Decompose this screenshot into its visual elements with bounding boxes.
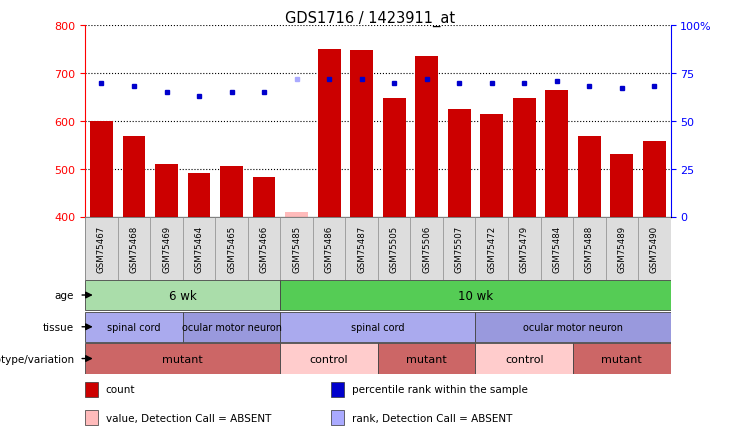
- Text: spinal cord: spinal cord: [351, 322, 405, 332]
- FancyBboxPatch shape: [280, 343, 378, 374]
- Text: GSM75489: GSM75489: [617, 225, 626, 272]
- FancyBboxPatch shape: [85, 280, 280, 311]
- Text: genotype/variation: genotype/variation: [0, 354, 74, 364]
- Text: GSM75466: GSM75466: [259, 225, 268, 272]
- Text: mutant: mutant: [162, 354, 203, 364]
- Bar: [448, 110, 471, 217]
- FancyBboxPatch shape: [476, 312, 671, 342]
- Text: GSM75506: GSM75506: [422, 225, 431, 272]
- Bar: [643, 141, 665, 217]
- FancyBboxPatch shape: [183, 312, 280, 342]
- Text: control: control: [310, 354, 348, 364]
- Text: ocular motor neuron: ocular motor neuron: [182, 322, 282, 332]
- Bar: [285, 212, 308, 217]
- Bar: [480, 115, 503, 217]
- Bar: [578, 137, 601, 217]
- Bar: [611, 155, 634, 217]
- Text: GSM75465: GSM75465: [227, 225, 236, 272]
- Text: GSM75485: GSM75485: [292, 225, 301, 272]
- FancyBboxPatch shape: [85, 312, 183, 342]
- Text: ocular motor neuron: ocular motor neuron: [523, 322, 623, 332]
- Text: GSM75486: GSM75486: [325, 225, 333, 272]
- Bar: [122, 137, 145, 217]
- Bar: [253, 178, 276, 217]
- FancyBboxPatch shape: [573, 343, 671, 374]
- Bar: [85, 382, 99, 397]
- FancyBboxPatch shape: [378, 343, 476, 374]
- Text: count: count: [106, 385, 135, 395]
- Bar: [331, 411, 345, 425]
- Text: GSM75490: GSM75490: [650, 225, 659, 272]
- Bar: [318, 50, 341, 217]
- Bar: [415, 57, 438, 217]
- Text: tissue: tissue: [43, 322, 74, 332]
- Text: spinal cord: spinal cord: [107, 322, 161, 332]
- FancyBboxPatch shape: [85, 343, 280, 374]
- Text: rank, Detection Call = ABSENT: rank, Detection Call = ABSENT: [351, 413, 512, 423]
- FancyBboxPatch shape: [476, 343, 573, 374]
- Text: GSM75469: GSM75469: [162, 225, 171, 272]
- Bar: [220, 167, 243, 217]
- Text: GSM75505: GSM75505: [390, 225, 399, 272]
- Text: GSM75484: GSM75484: [552, 225, 561, 272]
- Bar: [331, 382, 345, 397]
- Text: GSM75479: GSM75479: [519, 225, 529, 272]
- FancyBboxPatch shape: [280, 312, 476, 342]
- Bar: [350, 50, 373, 217]
- Text: GSM75464: GSM75464: [195, 225, 204, 272]
- Text: GSM75467: GSM75467: [97, 225, 106, 272]
- Text: GSM75487: GSM75487: [357, 225, 366, 272]
- Bar: [90, 122, 113, 217]
- Text: GSM75472: GSM75472: [488, 225, 496, 272]
- Text: percentile rank within the sample: percentile rank within the sample: [351, 385, 528, 395]
- Bar: [85, 411, 99, 425]
- Text: age: age: [55, 290, 74, 300]
- Bar: [545, 91, 568, 217]
- FancyBboxPatch shape: [280, 280, 671, 311]
- Text: mutant: mutant: [602, 354, 642, 364]
- Text: mutant: mutant: [406, 354, 447, 364]
- Text: GSM75488: GSM75488: [585, 225, 594, 272]
- Text: 10 wk: 10 wk: [458, 289, 493, 302]
- Text: value, Detection Call = ABSENT: value, Detection Call = ABSENT: [106, 413, 271, 423]
- Bar: [383, 99, 405, 217]
- Text: 6 wk: 6 wk: [169, 289, 196, 302]
- Bar: [513, 99, 536, 217]
- Text: control: control: [505, 354, 544, 364]
- Text: GSM75468: GSM75468: [130, 225, 139, 272]
- Bar: [187, 174, 210, 217]
- Text: GDS1716 / 1423911_at: GDS1716 / 1423911_at: [285, 11, 456, 27]
- Text: GSM75507: GSM75507: [455, 225, 464, 272]
- Bar: [155, 164, 178, 217]
